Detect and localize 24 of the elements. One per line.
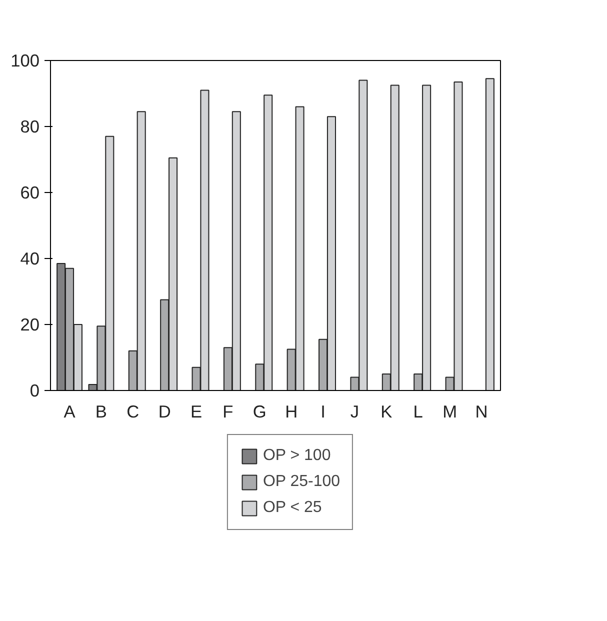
y-tick-label: 80 [20,116,40,136]
y-tick-label: 60 [20,182,40,202]
x-tick-label: F [222,402,234,422]
x-tick-label: B [95,402,107,422]
x-tick-label: M [442,402,458,422]
x-tick-label: K [380,402,393,422]
y-tick-label: 20 [20,314,40,334]
legend-label: OP < 25 [262,499,322,517]
legend-label: OP 25-100 [262,473,340,491]
x-tick-label: N [475,402,488,422]
y-tick-label: 100 [10,50,40,70]
x-tick-label: I [320,402,326,422]
y-tick-label: 0 [30,380,40,400]
x-tick-label: G [252,402,266,422]
x-tick-label: A [64,402,76,422]
bar [485,78,494,390]
x-tick-label: H [285,402,298,422]
x-tick-label: D [158,402,171,422]
legend-label: OP > 100 [262,447,331,465]
x-tick-label: E [190,402,202,422]
x-tick-label: C [126,402,140,422]
x-tick-label: L [413,402,424,422]
y-tick-label: 40 [20,248,40,268]
x-tick-label: J [350,402,360,422]
